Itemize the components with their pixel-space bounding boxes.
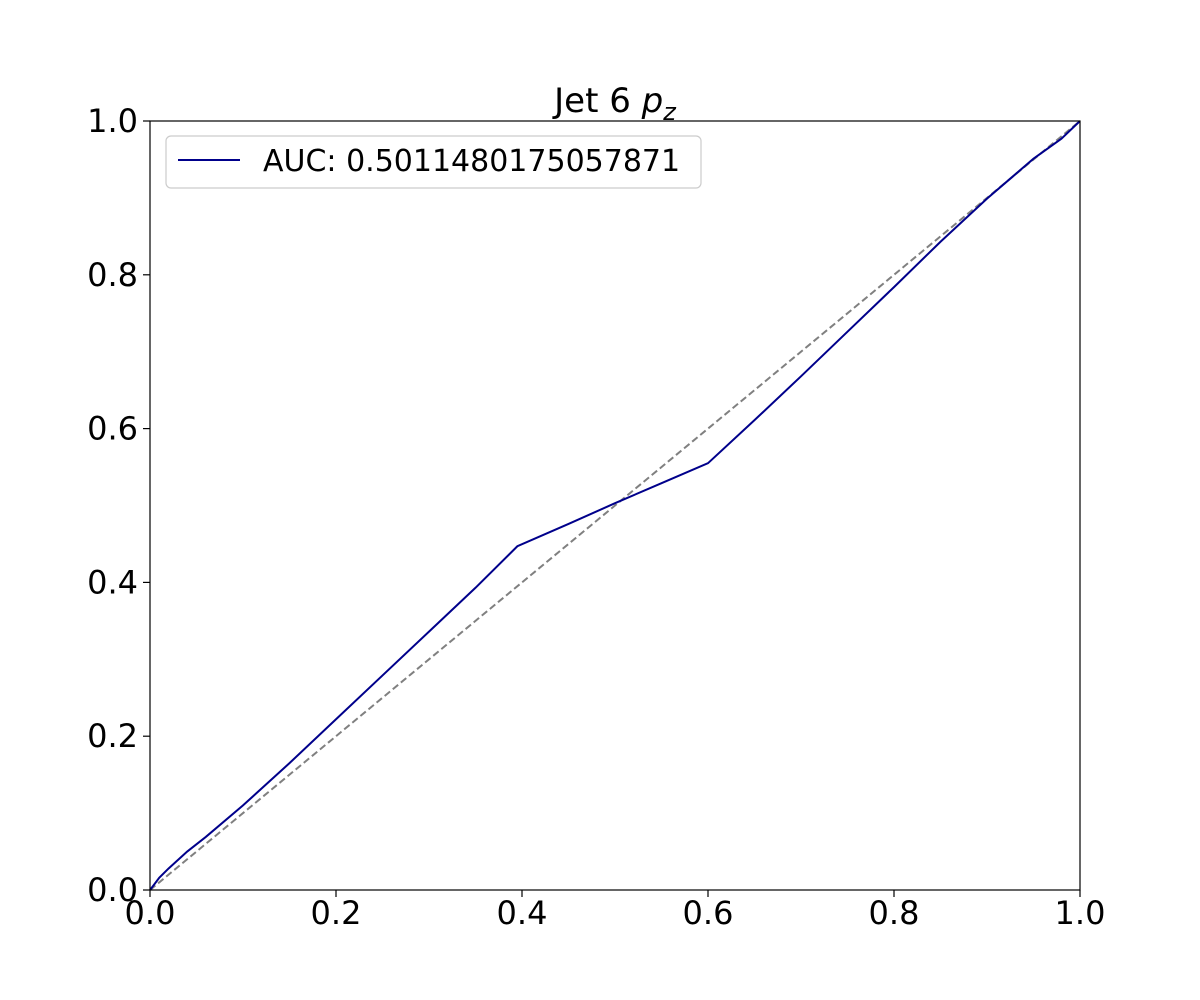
y-tick-label: 0.4 — [87, 563, 138, 601]
x-tick-label: 0.0 — [125, 894, 176, 932]
axis-ticks: 0.0 0.2 0.4 0.6 0.8 1.0 0.0 0.2 0.4 0.6 0.8 1.0 — [87, 102, 1105, 932]
legend-box — [165, 135, 702, 189]
x-tick-label: 1.0 — [1055, 894, 1106, 932]
roc-curve-line — [149, 120, 1081, 891]
y-tick-label: 0.6 — [87, 410, 138, 448]
x-tick-label: 0.8 — [869, 894, 920, 932]
x-tick-label: 0.2 — [311, 894, 362, 932]
y-tick-label: 0.8 — [87, 256, 138, 294]
axes-frame — [149, 120, 1081, 891]
y-tick-label: 0.0 — [87, 871, 138, 909]
y-tick-label: 1.0 — [87, 102, 138, 140]
chart-title: Jet 6 pz — [552, 81, 677, 126]
x-tick-label: 0.6 — [683, 894, 734, 932]
chance-diagonal-line — [149, 120, 1081, 891]
legend: AUC: 0.5011480175057871 — [165, 135, 702, 189]
x-tick-label: 0.4 — [497, 894, 548, 932]
y-tick-label: 0.2 — [87, 717, 138, 755]
plot-area — [149, 120, 1081, 891]
legend-label: AUC: 0.5011480175057871 — [263, 144, 680, 179]
